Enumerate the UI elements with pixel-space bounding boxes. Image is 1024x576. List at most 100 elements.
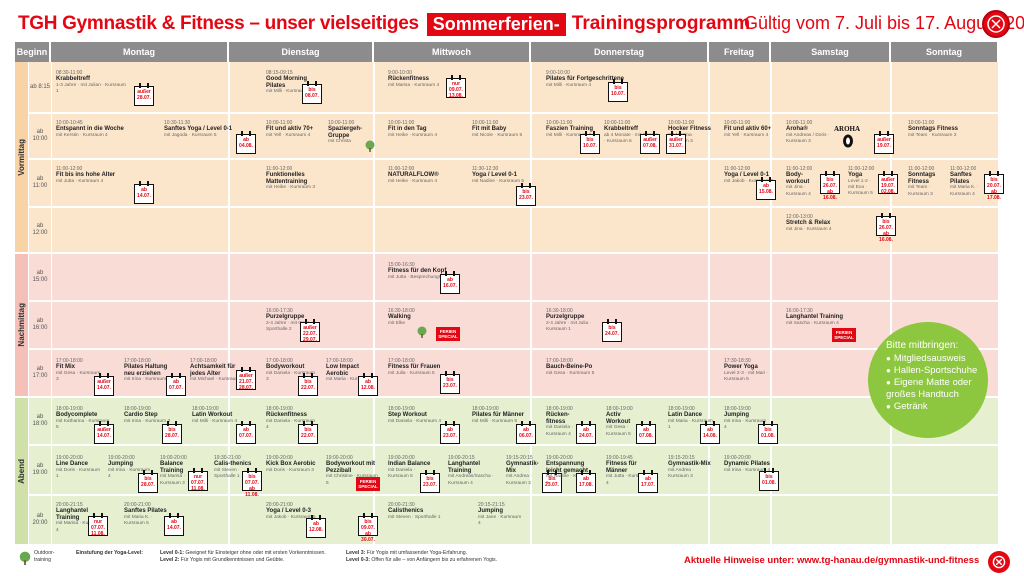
- class-entry[interactable]: 18:00-19:00 Rücken-fitness mit Daniela · K…: [546, 406, 586, 438]
- class-name: Aroha®: [786, 126, 808, 133]
- period-band: Abend: [15, 398, 28, 544]
- class-name: Rücken-fitness: [546, 412, 570, 425]
- date-stamp-icon: bis 09.07. ab 30.07.: [358, 513, 378, 543]
- class-entry[interactable]: 16:00-17:30 Langhantel Training mit Sascha…: [786, 308, 846, 327]
- class-info: mit Doris · Kursraum 1: [56, 467, 100, 479]
- schedule-cell: [230, 160, 373, 206]
- schedule-cell: [375, 160, 530, 206]
- class-entry[interactable]: 10:00-11:00 Krabbeltreff ab 4 Monate · mit…: [604, 120, 659, 145]
- class-entry[interactable]: 10:00-11:00 Fit und aktiv 60+ mit Yell · K…: [724, 120, 779, 139]
- class-entry[interactable]: 11:00-12:00 Sonntags Fitness mit Team · Ku…: [908, 166, 938, 198]
- class-entry[interactable]: 19:30-21:00 Calis-thenics mit Steven · Spo…: [214, 455, 254, 480]
- class-entry[interactable]: 16:00-17:30 Purzelgruppe 2-4 Jahre · mit G…: [266, 308, 316, 333]
- class-entry[interactable]: 19:00-20:00 Indian Balance mit Daniela · K…: [388, 455, 433, 480]
- class-entry[interactable]: 10:00-11:00 Fit mit Baby mit Nicole · Kurs…: [472, 120, 532, 139]
- schedule-row: [52, 208, 1012, 254]
- class-entry[interactable]: 08:15-09:15 Good Morning Pilates mit Milli…: [266, 70, 326, 96]
- class-entry[interactable]: 10:00-11:00 Aroha® mit Andreas / Doris · K…: [786, 120, 836, 145]
- class-entry[interactable]: 19:00-20:00 Kick Box Aerobic mit Doris · K…: [266, 455, 316, 474]
- aroha-emblem-icon: [843, 134, 853, 148]
- class-entry[interactable]: 19:00-20:00 Dynamic Pilates mit Irina · Ku…: [724, 455, 779, 474]
- class-entry[interactable]: 19:00-20:00 Jumping mit Irina · Kursraum 4: [108, 455, 153, 480]
- class-entry[interactable]: 17:00-18:00 Achtsamkeit für jedes Alter mi…: [190, 358, 245, 384]
- class-entry[interactable]: 17:00-18:00 Fitness für Frauen mit Julia ·…: [388, 358, 448, 377]
- class-entry[interactable]: 20:00-21:30 Calisthenics mit Steven · Spor…: [388, 502, 443, 521]
- class-entry[interactable]: 11:00-12:00 Body-workout mit Jina · Kursra…: [786, 166, 816, 198]
- class-entry[interactable]: 20:15-21:15 Jumping mit Jane · Kursraum 4: [478, 502, 523, 527]
- class-entry[interactable]: 10:00-11:00 Fit in den Tag mit Heike · Kur…: [388, 120, 448, 139]
- class-entry[interactable]: 19:00-19:45 Fitness für Männer mit Jutta ·…: [606, 455, 651, 487]
- class-entry[interactable]: 18:00-19:00 Latin Workout mit Milli · Kurs…: [192, 406, 242, 425]
- class-entry[interactable]: 10:00-11:00 Sonntags Fitness mit Team · Ku…: [908, 120, 958, 139]
- class-entry[interactable]: 17:00-18:00 Bodyworkout mit Daniela · Kurs…: [266, 358, 316, 383]
- class-entry[interactable]: 19:00-20:00 Balance Training mit Marisa · …: [160, 455, 205, 487]
- class-entry[interactable]: 18:00-19:00 Jumping mit Irina · Kursraum 4: [724, 406, 769, 431]
- schedule-cell: [710, 302, 770, 348]
- class-entry[interactable]: 15:00-16:30 Fitness für den Kopf mit Jutta…: [388, 262, 453, 281]
- class-info: mit Heike · Kursraum 3: [266, 185, 316, 191]
- class-name: Pilates Haltung neu erziehen: [124, 364, 168, 377]
- class-entry[interactable]: 10:00-10:45 Entspannt in die Woche mit Ker…: [56, 120, 126, 139]
- schedule-cell: [892, 208, 998, 252]
- class-entry[interactable]: 9:00-10:00 Pilates für Fortgeschrittene mi…: [546, 70, 626, 89]
- class-entry[interactable]: 18:00-19:00 Pilates für Männer mit Milli ·…: [472, 406, 527, 425]
- class-info: mit Andrea · Kursraum 3: [668, 467, 694, 479]
- schedule-cell: [375, 114, 530, 158]
- class-entry[interactable]: 17:00-18:00 Bauch-Beine-Po mit Gesa · Kurs…: [546, 358, 611, 377]
- class-entry[interactable]: 18:00-19:00 Cardio Step mit Irina · Kursra…: [124, 406, 174, 425]
- class-entry[interactable]: 20:00-21:15 Langhantel Training mit Marisa…: [56, 502, 106, 534]
- time-label: ab 15:00: [29, 254, 51, 300]
- class-entry[interactable]: 16:30-18:00 Purzelgruppe 2-4 Jahre · mit J…: [546, 308, 601, 333]
- class-entry[interactable]: 12:00-13:00 Stretch & Relax mit Jina · Kur…: [786, 214, 836, 233]
- class-entry[interactable]: 20:00-21:00 Sanftes Pilates mit Maria K. ·…: [124, 502, 174, 527]
- class-entry[interactable]: 11:00-12:00 Fit bis ins hohe Alter mit Jut…: [56, 166, 126, 185]
- class-entry[interactable]: 18:00-19:00 Latin Dance mit Maria · Kursra…: [668, 406, 713, 431]
- class-time: 11:00-12:00: [908, 166, 935, 172]
- class-entry[interactable]: 19:00-20:15 Langhantel Training mit Andrea…: [448, 455, 498, 487]
- schedule-cell: [230, 254, 373, 300]
- date-stamp-icon: nur 07.07. 11.08.: [88, 513, 108, 537]
- class-entry[interactable]: 11:00-12:00 Sanftes Pilates mit Maria K. ·…: [950, 166, 980, 198]
- schedule-cell: [892, 160, 998, 206]
- class-entry[interactable]: 11:00-12:00 NATURALFLOW® mit Heike · Kursr…: [388, 166, 458, 185]
- class-entry[interactable]: 10:00-11:00 Spaziergeh-Gruppe mit Christa: [328, 120, 368, 146]
- schedule-cell: [772, 496, 890, 544]
- class-entry[interactable]: 19:15-20:15 Gymnastik-Mix mit Andrea · Kur…: [506, 455, 546, 487]
- class-entry[interactable]: 18:00-19:00 Step Workout mit Daniela · Kur…: [388, 406, 443, 425]
- class-entry[interactable]: 19:00-20:00 Line Dance mit Doris · Kursrau…: [56, 455, 101, 480]
- class-entry[interactable]: 16:30-18:00 Walking mit Elke: [388, 308, 443, 327]
- class-name: Fit bis ins hohe Alter: [56, 172, 116, 179]
- class-info: mit Heike · Kursraum 4: [388, 132, 438, 138]
- class-entry[interactable]: 19:15-20:15 Gymnastik-Mix mit Andrea · Kur…: [668, 455, 713, 480]
- class-entry[interactable]: 20:00-21:00 Yoga / Level 0-3 mit Jakob · K…: [266, 502, 316, 521]
- schedule-cell: [375, 446, 530, 494]
- bubble-item: Getränk: [886, 401, 988, 413]
- class-entry[interactable]: 08:30-11:00 Krabbeltreff 1-3 Jahre · mit J…: [56, 70, 126, 95]
- class-entry[interactable]: 11:00-12:00 Yoga Level 1-2 · mit Eva · Kur…: [848, 166, 878, 197]
- class-info: mit Daniela · Kursraum 4: [266, 418, 316, 430]
- class-entry[interactable]: 18:00-19:00 Activ Workout mit Gesa · Kursr…: [606, 406, 646, 438]
- class-entry[interactable]: 18:00-19:00 Bodycomplete mit Katharina · K…: [56, 406, 111, 431]
- class-entry[interactable]: 17:30-18:30 Power Yoga Level 2-3 · mit Mar…: [724, 358, 779, 383]
- class-entry[interactable]: 18:00-19:00 Rückenfitness mit Daniela · Ku…: [266, 406, 316, 431]
- class-entry[interactable]: 10:00-11:00 Fit und aktiv 70+ mit Yell · K…: [266, 120, 326, 139]
- class-entry[interactable]: 10:30-11:30 Sanftes Yoga / Level 0-1 mit J…: [164, 120, 234, 139]
- date-stamp-icon: ab 17.07.: [638, 470, 658, 493]
- class-info: mit Milli · Kursraum 4: [266, 89, 312, 95]
- hints-link[interactable]: Aktuelle Hinweise unter: www.tg-hanau.de…: [684, 555, 980, 566]
- class-info: mit Steven · Sporthalle 1: [388, 514, 441, 520]
- class-entry[interactable]: 11:30-12:30 Yoga / Level 0-1 mit Nadine · …: [472, 166, 532, 185]
- class-name: Sonntags Fitness: [908, 172, 936, 185]
- class-entry[interactable]: 11:00-12:00 Yoga / Level 0-1 mit Jakob · K…: [724, 166, 774, 185]
- class-entry[interactable]: 11:00-12:00 Funktionelles Mattentraining m…: [266, 166, 336, 192]
- class-entry[interactable]: 10:00-11:00 Faszien Training mit Milli · K…: [546, 120, 596, 139]
- class-entry[interactable]: 17:00-18:00 Fit Mix mit Gesa · Kursraum 3: [56, 358, 101, 383]
- class-entry[interactable]: 17:00-18:00 Pilates Haltung neu erziehen m…: [124, 358, 174, 384]
- class-entry[interactable]: 17:00-18:00 Low Impact Aerobic mit Maria ·…: [326, 358, 376, 384]
- yoga-levels-title: Einstufung der Yoga-Level:: [76, 550, 143, 556]
- class-info: mit Sascha · Kursraum 4: [786, 320, 839, 326]
- class-entry[interactable]: 19:00-20:00 Bodyworkout mit Pezziball mit …: [326, 455, 381, 487]
- class-entry[interactable]: 19:00-20:00 Entspannung leicht gemacht mit…: [546, 455, 596, 487]
- class-info: mit Andreas / Doris · Kursraum 3: [786, 132, 830, 144]
- class-entry[interactable]: 9:00-10:00 Rückenfitness mit Marisa · Kurs…: [388, 70, 448, 89]
